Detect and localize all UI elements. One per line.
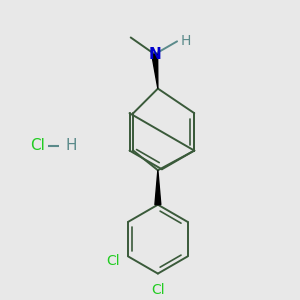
Text: N: N: [148, 47, 161, 62]
Text: H: H: [65, 138, 77, 153]
Polygon shape: [155, 170, 161, 205]
Text: Cl: Cl: [106, 254, 119, 268]
Text: Cl: Cl: [151, 284, 165, 297]
Polygon shape: [152, 54, 158, 88]
Text: Cl: Cl: [30, 138, 45, 153]
Text: H: H: [181, 34, 191, 48]
